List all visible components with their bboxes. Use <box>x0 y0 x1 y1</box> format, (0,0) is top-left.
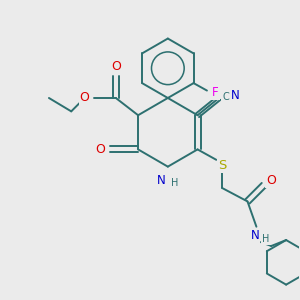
Text: O: O <box>80 92 89 104</box>
Text: N: N <box>157 173 166 187</box>
Text: O: O <box>95 143 105 156</box>
Text: H: H <box>171 178 178 188</box>
Text: F: F <box>212 85 219 98</box>
Text: O: O <box>266 174 276 187</box>
Text: S: S <box>218 159 226 172</box>
Text: H: H <box>262 234 270 244</box>
Text: O: O <box>111 60 121 73</box>
Text: N: N <box>250 229 259 242</box>
Text: N: N <box>231 88 240 101</box>
Text: C: C <box>222 92 229 101</box>
